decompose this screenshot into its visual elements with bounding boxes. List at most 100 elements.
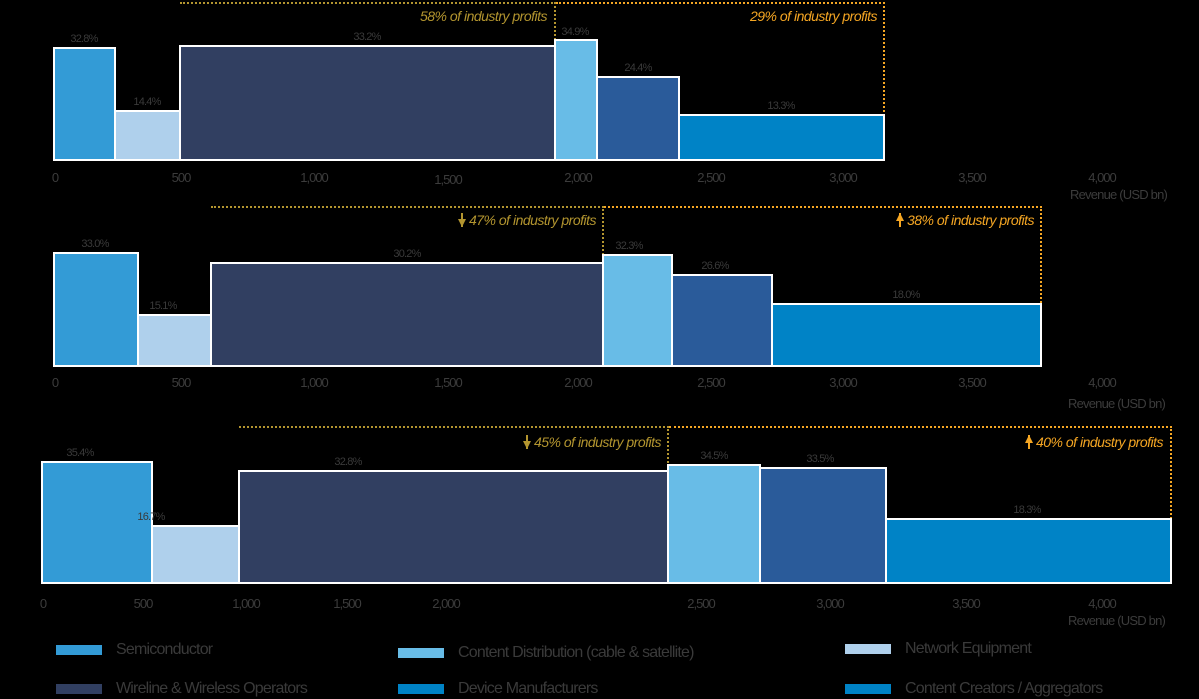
- bar-content-distribution: [554, 39, 598, 161]
- baseline: [53, 365, 1042, 367]
- bar-semiconductor: [53, 252, 139, 367]
- x-tick: 2,000: [564, 170, 593, 185]
- bar-value-label: 30.2%: [393, 248, 421, 260]
- legend-item-content-creators: Content Creators / Aggregators: [845, 679, 1103, 699]
- baseline: [41, 582, 1172, 584]
- legend-label: Content Distribution (cable & satellite): [458, 644, 694, 661]
- chart-panel-3: 45% of industry profits 40% of industry …: [0, 420, 1199, 628]
- x-tick: 500: [171, 170, 192, 185]
- chart-panel-2: 47% of industry profits 38% of industry …: [0, 200, 1199, 415]
- x-tick: 3,500: [958, 170, 987, 185]
- right-profit-bracket: [669, 426, 1172, 582]
- x-tick: 2,500: [697, 170, 726, 185]
- bar-value-label: 15.1%: [149, 300, 177, 312]
- bar-device-manufacturers: [671, 274, 773, 367]
- arrow-down-icon: [522, 435, 531, 449]
- legend-item-network-equipment: Network Equipment: [845, 639, 1032, 659]
- left-profit-annotation: 45% of industry profits: [522, 434, 662, 450]
- bar-network-equipment: [151, 525, 240, 584]
- bar-network-equipment: [137, 314, 212, 367]
- bar-value-label: 34.9%: [561, 26, 589, 38]
- bar-value-label: 34.5%: [700, 450, 728, 462]
- left-profit-annotation: 47% of industry profits: [457, 212, 597, 228]
- bar-wireline-wireless: [179, 45, 556, 161]
- left-profit-annotation: 58% of industry profits: [419, 8, 548, 24]
- baseline: [53, 159, 885, 161]
- x-axis-title: Revenue (USD bn): [1068, 396, 1166, 411]
- x-tick: 1,500: [333, 596, 362, 611]
- legend-label: Semiconductor: [116, 641, 213, 658]
- bar-device-manufacturers: [759, 467, 887, 584]
- bar-semiconductor: [41, 461, 153, 584]
- arrow-up-icon: [1024, 435, 1033, 449]
- x-tick: 1,500: [434, 375, 463, 390]
- bar-wireline-wireless: [210, 262, 604, 367]
- right-profit-bracket: [556, 2, 885, 160]
- x-axis-title: Revenue (USD bn): [1070, 187, 1168, 202]
- legend-item-content-distribution: Content Distribution (cable & satellite): [398, 643, 694, 663]
- x-tick: 1,000: [300, 170, 329, 185]
- bar-content-creators: [771, 303, 1042, 367]
- bar-value-label: 32.8%: [334, 456, 362, 468]
- bar-value-label: 18.0%: [892, 289, 920, 301]
- x-tick: 3,000: [829, 375, 858, 390]
- bar-wireline-wireless: [238, 470, 669, 584]
- bar-value-label: 33.5%: [806, 453, 834, 465]
- x-tick: 0: [51, 375, 59, 390]
- legend-label: Content Creators / Aggregators: [905, 680, 1103, 697]
- x-tick: 3,000: [829, 170, 858, 185]
- x-tick: 3,500: [958, 375, 987, 390]
- x-tick: 0: [51, 170, 59, 185]
- bar-value-label: 32.8%: [70, 33, 98, 45]
- legend-label: Device Manufacturers: [458, 680, 598, 697]
- right-profit-bracket: [604, 206, 1042, 366]
- right-profit-annotation: 29% of industry profits: [749, 8, 878, 24]
- bar-value-label: 33.2%: [353, 31, 381, 43]
- x-tick: 500: [133, 596, 154, 611]
- legend-item-semiconductor: Semiconductor: [56, 640, 213, 660]
- x-tick: 3,000: [816, 596, 845, 611]
- bar-semiconductor: [53, 47, 116, 161]
- bar-value-label: 13.3%: [767, 100, 795, 112]
- x-axis-title: Revenue (USD bn): [1068, 613, 1166, 628]
- x-tick: 3,500: [952, 596, 981, 611]
- bar-value-label: 26.6%: [701, 260, 729, 272]
- x-tick: 4,000: [1088, 375, 1117, 390]
- bar-value-label: 18.3%: [1013, 504, 1041, 516]
- bar-content-distribution: [602, 254, 673, 367]
- legend-swatch: [845, 684, 891, 694]
- legend-item-device-manufacturers: Device Manufacturers: [398, 679, 598, 699]
- bar-value-label: 33.0%: [81, 238, 109, 250]
- legend-swatch: [398, 648, 444, 658]
- bar-content-creators: [678, 114, 885, 161]
- x-tick: 2,000: [432, 596, 461, 611]
- x-tick: 2,000: [564, 375, 593, 390]
- bar-value-label: 35.4%: [66, 447, 94, 459]
- bar-value-label: 14.4%: [133, 96, 161, 108]
- x-tick: 2,500: [697, 375, 726, 390]
- arrow-up-icon: [895, 213, 904, 227]
- bar-device-manufacturers: [596, 76, 680, 161]
- legend-item-wireline-wireless: Wireline & Wireless Operators: [56, 679, 308, 699]
- legend-label: Network Equipment: [905, 640, 1032, 657]
- arrow-down-icon: [457, 213, 466, 227]
- legend-swatch: [56, 684, 102, 694]
- x-tick: 2,500: [687, 596, 716, 611]
- legend-swatch: [56, 645, 102, 655]
- x-tick: 0: [39, 596, 47, 611]
- legend-label: Wireline & Wireless Operators: [116, 680, 308, 697]
- bar-value-label: 16.7%: [137, 511, 165, 523]
- x-tick: 1,000: [300, 375, 329, 390]
- legend-swatch: [845, 644, 891, 654]
- x-tick: 1,000: [232, 596, 261, 611]
- bar-content-creators: [885, 518, 1172, 584]
- bar-value-label: 24.4%: [624, 62, 652, 74]
- bar-content-distribution: [667, 464, 761, 584]
- legend-swatch: [398, 684, 444, 694]
- x-tick: 4,000: [1088, 170, 1117, 185]
- bar-network-equipment: [114, 110, 181, 161]
- x-tick: 1,500: [434, 172, 463, 187]
- x-tick: 4,000: [1088, 596, 1117, 611]
- x-tick: 500: [171, 375, 192, 390]
- right-profit-annotation: 40% of industry profits: [1024, 434, 1164, 450]
